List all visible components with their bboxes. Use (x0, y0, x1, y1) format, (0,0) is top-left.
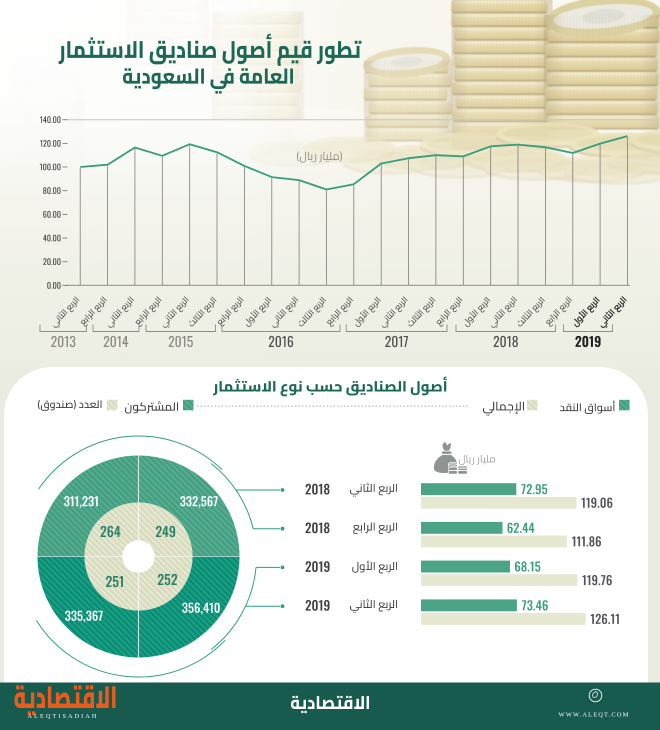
svg-text:WWW.ALEQT.COM: WWW.ALEQT.COM (559, 712, 630, 719)
svg-text:ALEQTISADIAH: ALEQTISADIAH (28, 713, 99, 720)
